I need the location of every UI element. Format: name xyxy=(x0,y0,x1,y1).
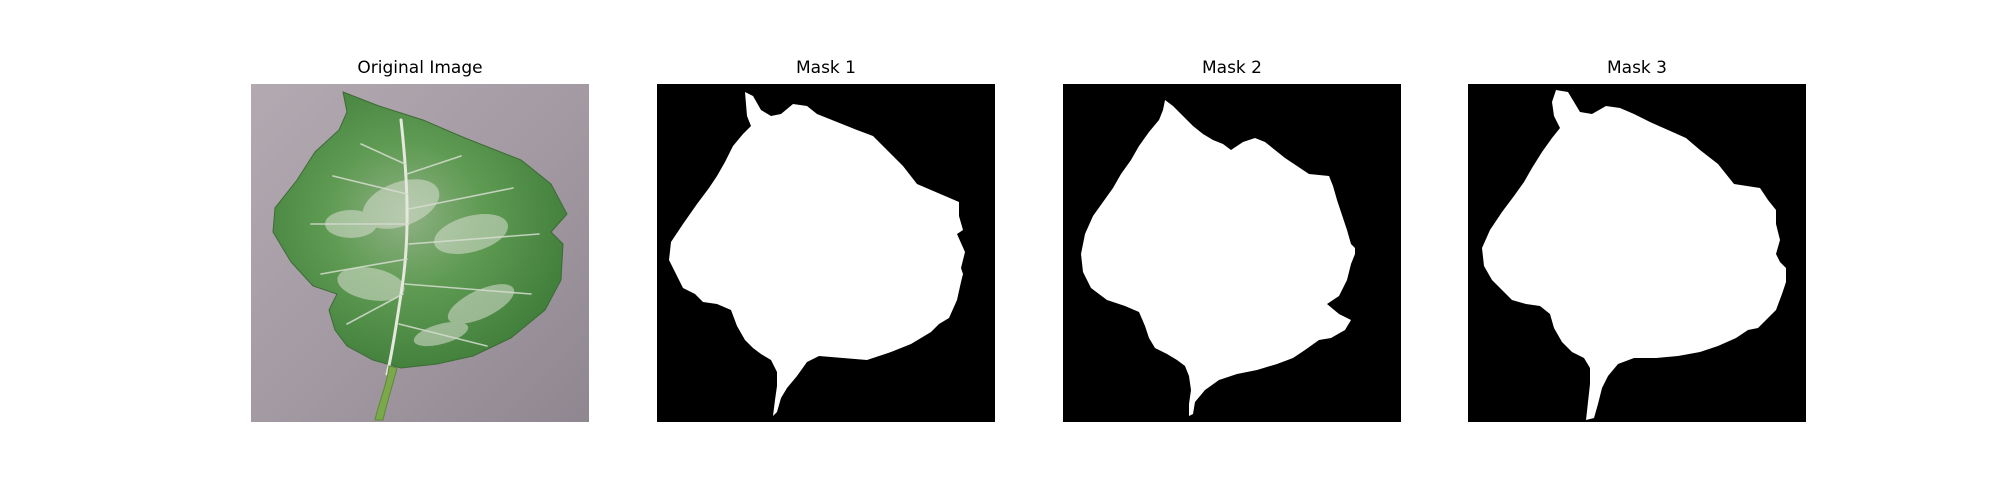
mask-2-leaf xyxy=(1081,100,1355,416)
mask-2-image xyxy=(1063,84,1401,422)
panel-title: Mask 1 xyxy=(795,58,856,78)
original-leaf-photo xyxy=(251,84,589,422)
mask-1-leaf xyxy=(669,92,965,416)
panel-original-image: Original Image xyxy=(251,56,589,423)
leaf-stem xyxy=(374,365,398,421)
panel-title: Mask 3 xyxy=(1606,58,1667,78)
panel-title: Original Image xyxy=(357,58,483,78)
panel-mask-3: Mask 3 xyxy=(1468,56,1806,423)
mask-1-image xyxy=(657,84,995,422)
panel-mask-2: Mask 2 xyxy=(1063,56,1401,423)
mask-3-image xyxy=(1468,84,1806,422)
panel-title: Mask 2 xyxy=(1201,58,1262,78)
mask-3-leaf xyxy=(1482,90,1786,420)
panel-mask-1: Mask 1 xyxy=(657,56,995,423)
